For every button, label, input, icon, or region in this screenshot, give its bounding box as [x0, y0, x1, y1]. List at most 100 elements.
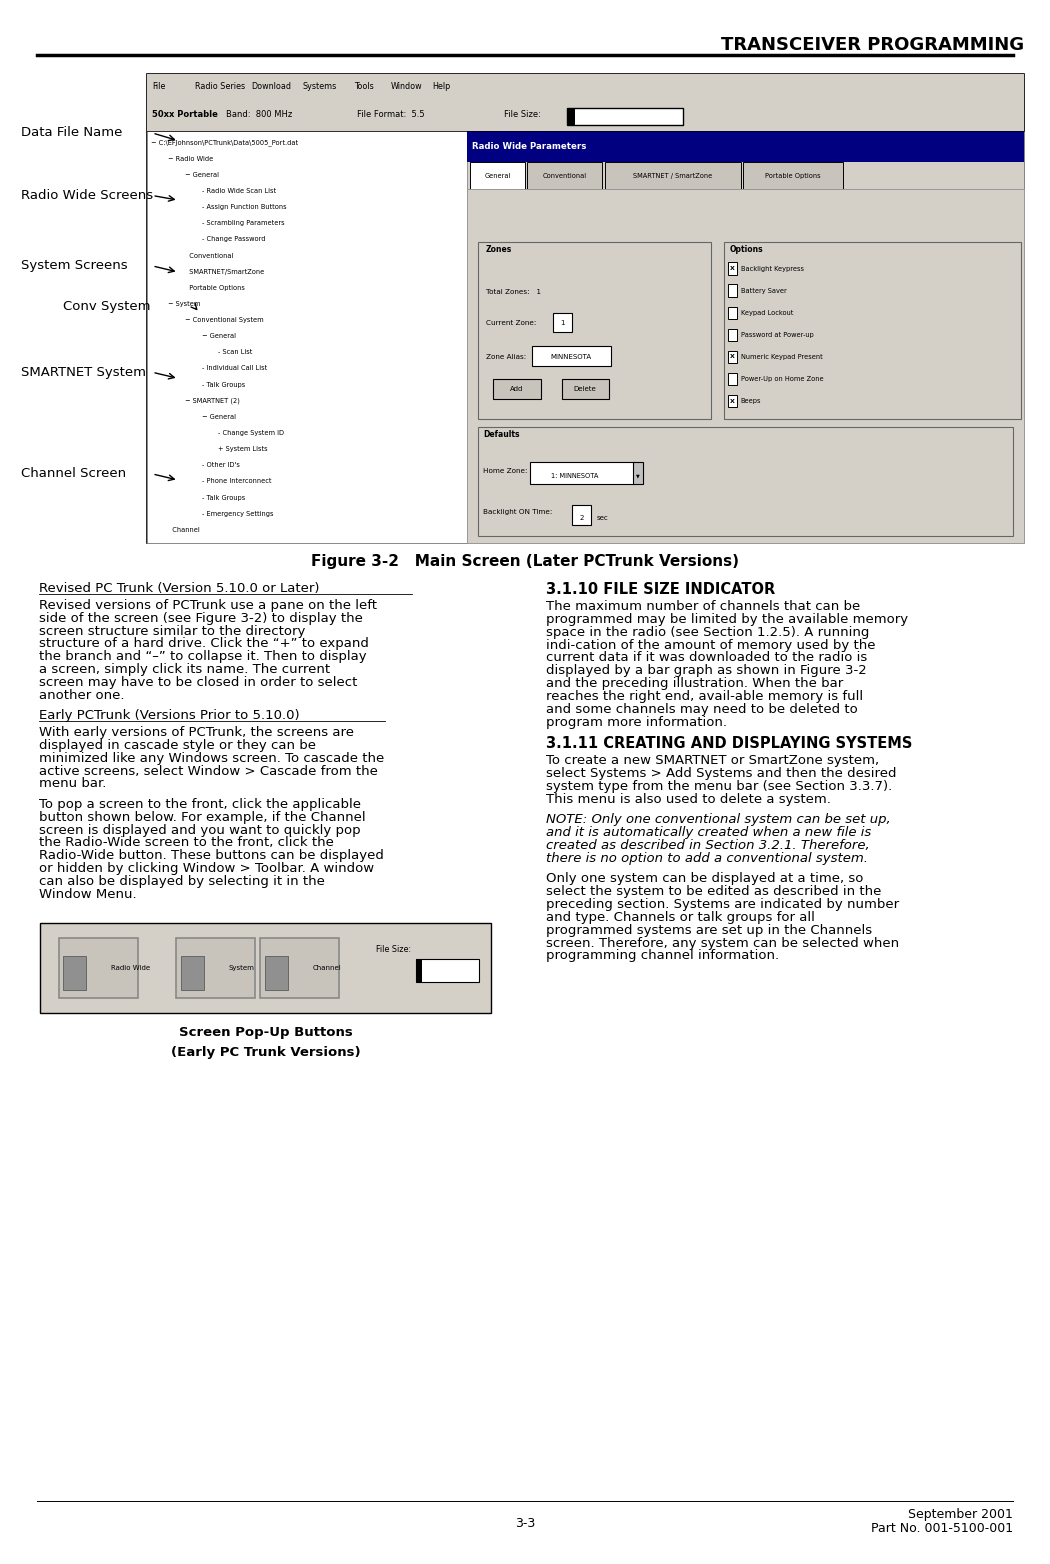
Text: the branch and “–” to collapse it. Then to display: the branch and “–” to collapse it. Then … [39, 651, 366, 663]
Text: Power-Up on Home Zone: Power-Up on Home Zone [740, 375, 823, 382]
Text: − Conventional System: − Conventional System [185, 317, 264, 324]
Bar [63, 956, 86, 990]
Bar [728, 396, 736, 408]
Text: Radio Wide Screens: Radio Wide Screens [21, 189, 153, 202]
Text: Beeps: Beeps [740, 399, 761, 404]
Text: programming channel information.: programming channel information. [546, 949, 779, 962]
Text: displayed by a bar graph as shown in Figure 3-2: displayed by a bar graph as shown in Fig… [546, 665, 866, 677]
Bar [40, 923, 491, 1013]
Text: - Assign Function Buttons: - Assign Function Buttons [202, 205, 287, 210]
Text: current data if it was downloaded to the radio is: current data if it was downloaded to the… [546, 652, 867, 665]
Text: - Change System ID: - Change System ID [218, 430, 285, 436]
Text: - Change Password: - Change Password [202, 236, 265, 242]
Text: - Phone Interconnect: - Phone Interconnect [202, 479, 271, 485]
Bar [467, 189, 1024, 543]
Text: Band:  800 MHz: Band: 800 MHz [226, 109, 292, 119]
Bar [478, 242, 711, 419]
Text: screen is displayed and you want to quickly pop: screen is displayed and you want to quic… [39, 824, 360, 837]
Bar [728, 307, 736, 319]
Text: September 2001: September 2001 [908, 1508, 1013, 1520]
Bar [532, 346, 611, 366]
Text: Conventional: Conventional [543, 172, 587, 178]
Text: and the preceding illustration. When the bar: and the preceding illustration. When the… [546, 677, 843, 690]
Text: The maximum number of channels that can be: The maximum number of channels that can … [546, 601, 860, 613]
Text: System: System [229, 965, 255, 971]
Text: − General: − General [202, 333, 235, 339]
Text: - Talk Groups: - Talk Groups [202, 382, 245, 388]
Text: Figure 3-2   Main Screen (Later PCTrunk Versions): Figure 3-2 Main Screen (Later PCTrunk Ve… [311, 554, 739, 569]
Bar [147, 131, 467, 543]
Text: System Screens: System Screens [21, 260, 128, 272]
Text: another one.: another one. [39, 688, 124, 702]
Text: sec: sec [596, 515, 608, 521]
Text: Tools: Tools [354, 83, 374, 91]
Bar [260, 938, 339, 998]
Text: With early versions of PCTrunk, the screens are: With early versions of PCTrunk, the scre… [39, 726, 354, 740]
Text: Data File Name: Data File Name [21, 127, 123, 139]
Bar [470, 163, 525, 189]
Text: the Radio-Wide screen to the front, click the: the Radio-Wide screen to the front, clic… [39, 837, 334, 849]
Text: 50xx Portable: 50xx Portable [152, 109, 218, 119]
Text: programmed may be limited by the available memory: programmed may be limited by the availab… [546, 613, 908, 626]
Bar [527, 163, 603, 189]
Text: X: X [730, 266, 735, 271]
Text: Screen Pop-Up Buttons: Screen Pop-Up Buttons [178, 1026, 353, 1038]
Text: Only one system can be displayed at a time, so: Only one system can be displayed at a ti… [546, 873, 863, 885]
Text: Revised PC Trunk (Version 5.10.0 or Later): Revised PC Trunk (Version 5.10.0 or Late… [39, 582, 319, 594]
Text: Window Menu.: Window Menu. [39, 888, 136, 901]
Text: - Scrambling Parameters: - Scrambling Parameters [202, 221, 285, 227]
Text: Help: Help [433, 83, 450, 91]
Text: select the system to be edited as described in the: select the system to be edited as descri… [546, 885, 881, 898]
Text: system type from the menu bar (see Section 3.3.7).: system type from the menu bar (see Secti… [546, 780, 892, 793]
Text: Backlight Keypress: Backlight Keypress [740, 266, 803, 272]
Text: 1: MINNESOTA: 1: MINNESOTA [551, 474, 598, 479]
Text: Delete: Delete [573, 386, 596, 393]
Text: Part No. 001-5100-001: Part No. 001-5100-001 [872, 1522, 1013, 1534]
Text: there is no option to add a conventional system.: there is no option to add a conventional… [546, 852, 868, 865]
Text: Total Zones:   1: Total Zones: 1 [486, 288, 541, 294]
Text: program more information.: program more information. [546, 716, 727, 729]
Text: MINNESOTA: MINNESOTA [550, 353, 591, 360]
Text: Home Zone:: Home Zone: [483, 468, 527, 474]
Text: − C:\EFJohnson\PCTrunk\Data\5005_Port.dat: − C:\EFJohnson\PCTrunk\Data\5005_Port.da… [151, 139, 298, 145]
Text: Window: Window [391, 83, 422, 91]
Text: Early PCTrunk (Versions Prior to 5.10.0): Early PCTrunk (Versions Prior to 5.10.0) [39, 708, 299, 723]
Text: - Emergency Settings: - Emergency Settings [202, 511, 273, 516]
Text: Portable Options: Portable Options [185, 285, 245, 291]
Bar [567, 108, 575, 125]
Text: + System Lists: + System Lists [218, 446, 268, 452]
Text: a screen, simply click its name. The current: a screen, simply click its name. The cur… [39, 663, 330, 676]
Text: side of the screen (see Figure 3-2) to display the: side of the screen (see Figure 3-2) to d… [39, 612, 362, 624]
Text: menu bar.: menu bar. [39, 777, 106, 790]
Text: reaches the right end, avail-able memory is full: reaches the right end, avail-able memory… [546, 690, 863, 702]
Text: File Format:  5.5: File Format: 5.5 [357, 109, 424, 119]
Text: 3.1.10 FILE SIZE INDICATOR: 3.1.10 FILE SIZE INDICATOR [546, 582, 775, 597]
Text: active screens, select Window > Cascade from the: active screens, select Window > Cascade … [39, 765, 378, 777]
Text: button shown below. For example, if the Channel: button shown below. For example, if the … [39, 810, 365, 824]
Text: Radio-Wide button. These buttons can be displayed: Radio-Wide button. These buttons can be … [39, 849, 383, 862]
Bar [467, 131, 1024, 163]
Text: Radio Wide: Radio Wide [111, 965, 150, 971]
Text: SMARTNET / SmartZone: SMARTNET / SmartZone [633, 172, 713, 178]
Text: programmed systems are set up in the Channels: programmed systems are set up in the Cha… [546, 924, 873, 937]
Bar [728, 350, 736, 363]
Text: − Radio Wide: − Radio Wide [168, 156, 213, 161]
Bar [416, 959, 479, 982]
Text: and some channels may need to be deleted to: and some channels may need to be deleted… [546, 702, 858, 716]
Text: − General: − General [185, 172, 218, 178]
Text: Revised versions of PCTrunk use a pane on the left: Revised versions of PCTrunk use a pane o… [39, 599, 377, 612]
Text: Radio Series: Radio Series [195, 83, 246, 91]
Bar [494, 378, 541, 399]
Bar [728, 372, 736, 385]
Text: 3-3: 3-3 [514, 1517, 536, 1530]
Text: − General: − General [202, 414, 235, 419]
Text: screen. Therefore, any system can be selected when: screen. Therefore, any system can be sel… [546, 937, 899, 949]
Bar [728, 328, 736, 341]
Text: Conventional: Conventional [185, 252, 233, 258]
Bar [553, 313, 572, 332]
Text: Backlight ON Time:: Backlight ON Time: [483, 510, 552, 515]
Text: 1: 1 [561, 321, 565, 327]
Bar [416, 959, 422, 982]
Bar [181, 956, 204, 990]
Text: screen structure similar to the directory: screen structure similar to the director… [39, 624, 306, 638]
